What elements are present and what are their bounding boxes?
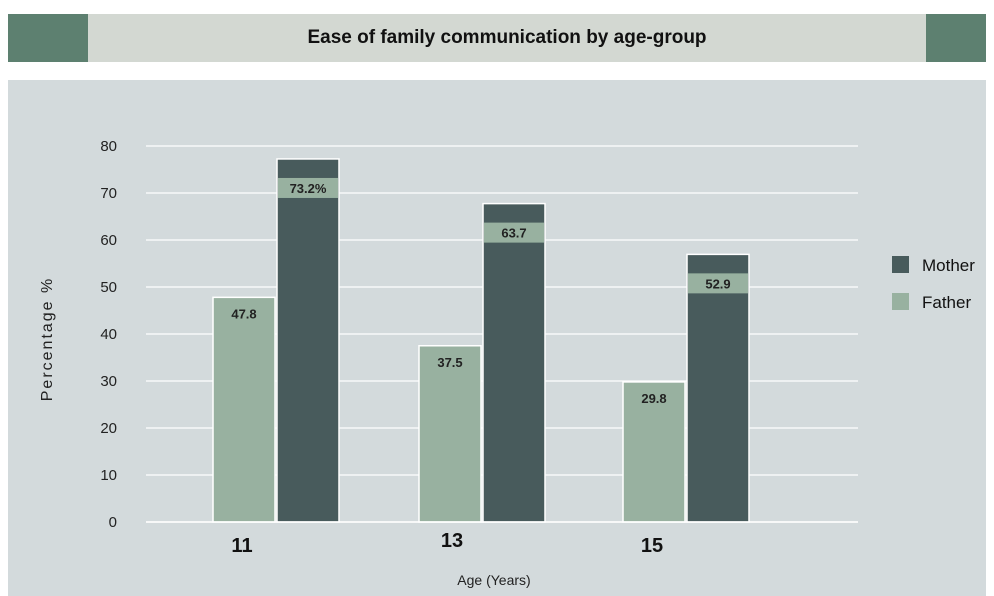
legend-swatch-mother	[892, 256, 909, 273]
title-accent-left	[8, 14, 88, 62]
data-label-box-mother-13	[484, 222, 544, 243]
y-tick-label-20: 20	[100, 420, 117, 437]
data-label-mother-13: 63.7	[501, 226, 526, 241]
y-tick-label-50: 50	[100, 279, 117, 296]
data-label-box-mother-15	[688, 273, 748, 294]
data-label-father-15: 29.8	[641, 391, 666, 406]
bar-mother-15	[686, 253, 750, 523]
data-label-father-13: 37.5	[437, 355, 462, 370]
y-tick-label-30: 30	[100, 373, 117, 390]
data-label-box-mother-11	[278, 177, 338, 198]
bar-mother-11	[276, 158, 340, 523]
y-tick-label-70: 70	[100, 185, 117, 202]
x-tick-label-11: 11	[231, 535, 252, 557]
y-tick-label-80: 80	[100, 138, 117, 155]
data-label-father-11: 47.8	[231, 306, 256, 321]
bar-father-13	[418, 345, 482, 523]
title-bar: Ease of family communication by age-grou…	[8, 14, 986, 62]
legend-label-mother: Mother	[922, 256, 975, 275]
data-label-mother-15: 52.9	[705, 276, 730, 291]
y-axis-label: Percentage %	[39, 277, 56, 402]
y-tick-label-0: 0	[109, 514, 117, 531]
y-tick-label-10: 10	[100, 467, 117, 484]
x-axis-label: Age (Years)	[457, 572, 530, 588]
data-label-mother-11: 73.2%	[290, 181, 327, 196]
legend-swatch-father	[892, 293, 909, 310]
bar-mother-13	[482, 202, 546, 523]
x-tick-label-13: 13	[441, 530, 463, 552]
x-tick-label-15: 15	[641, 535, 663, 557]
title-accent-right	[926, 14, 986, 62]
bar-father-11	[212, 296, 276, 523]
chart-title: Ease of family communication by age-grou…	[307, 27, 707, 48]
y-tick-label-40: 40	[100, 326, 117, 343]
y-tick-label-60: 60	[100, 232, 117, 249]
legend-label-father: Father	[922, 293, 971, 312]
